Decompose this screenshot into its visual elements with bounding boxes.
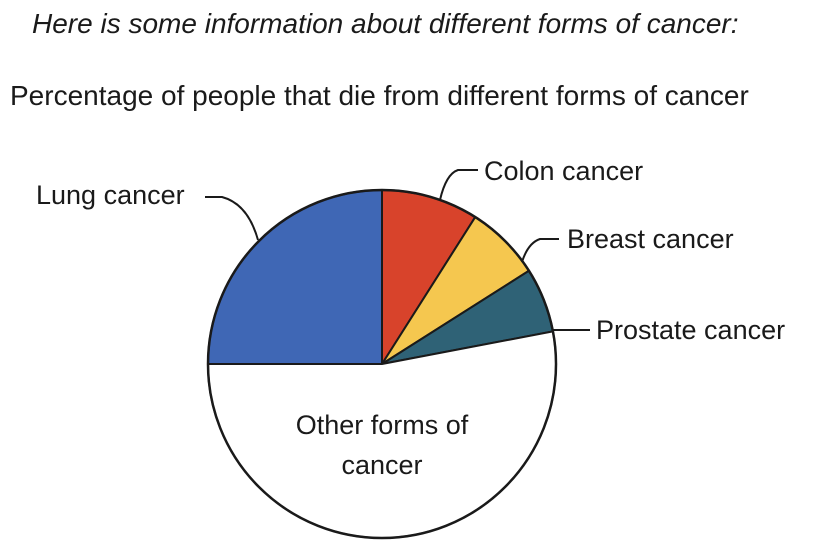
slice-label-other-forms-of-cancer: Other forms of cancer — [296, 410, 469, 480]
intro-text: Here is some information about different… — [32, 8, 739, 39]
leader-line-lung-cancer — [205, 196, 259, 241]
slice-label-breast-cancer: Breast cancer — [567, 224, 734, 254]
pie-slice-lung-cancer — [206, 188, 383, 365]
slice-label-lung-cancer: Lung cancer — [36, 180, 185, 210]
leader-line-colon-cancer — [439, 169, 478, 201]
chart-title: Percentage of people that die from diffe… — [10, 80, 749, 111]
slice-label-colon-cancer: Colon cancer — [484, 156, 643, 186]
pie-outline — [206, 188, 558, 540]
slice-label-prostate-cancer: Prostate cancer — [596, 315, 785, 345]
leader-line-breast-cancer — [521, 238, 559, 263]
